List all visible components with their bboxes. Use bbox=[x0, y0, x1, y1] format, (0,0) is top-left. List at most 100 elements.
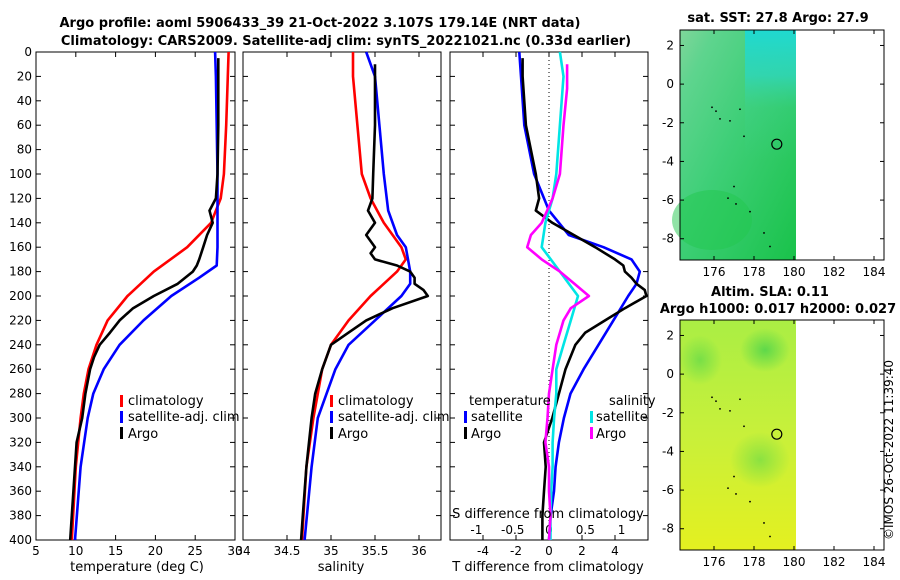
argo-location-marker bbox=[771, 428, 783, 440]
y-tick-label: 280 bbox=[9, 387, 32, 401]
salinity-panel: 34 34.5 35 35.5 36 bbox=[235, 51, 442, 558]
lat-tick-label: -4 bbox=[662, 154, 674, 168]
series-climatology bbox=[70, 51, 230, 541]
legend-label-satellite: satellite-adj. clim bbox=[128, 410, 240, 425]
lat-tick-label: -6 bbox=[662, 483, 674, 497]
y-tick-label: 100 bbox=[9, 167, 32, 181]
legend-label-argo: Argo bbox=[128, 427, 158, 442]
t-diff-xlabel: T difference from climatology bbox=[451, 560, 644, 575]
lat-tick-label: -6 bbox=[662, 193, 674, 207]
lat-tick-label: 2 bbox=[666, 38, 674, 52]
island-speck bbox=[729, 409, 731, 412]
island-speck bbox=[743, 425, 745, 428]
legend-label-s-satellite: satellite bbox=[596, 410, 648, 425]
y-tick-label: 120 bbox=[9, 191, 32, 205]
legend-label-climatology: climatology bbox=[128, 394, 204, 409]
island-speck bbox=[735, 203, 737, 205]
x-tick-label: 35.5 bbox=[362, 544, 389, 558]
y-tick-label: 160 bbox=[9, 240, 32, 254]
x-tick-label: 30 bbox=[227, 544, 242, 558]
island-speck bbox=[763, 522, 765, 524]
credit-stamp: ©IMOS 26-Oct-2022 11:39:40 bbox=[882, 360, 896, 540]
legend-header-temperature: temperature bbox=[469, 394, 551, 409]
x-tick-label: 34 bbox=[235, 544, 250, 558]
y-tick-label: 40 bbox=[17, 94, 32, 108]
sla-map: 176 178 180 182 184 2 0 -2 -4 -6 -8 bbox=[662, 319, 886, 569]
difference-panel: -4 -2 0 2 4-1 -0.5 0 0.5 1 bbox=[449, 51, 649, 558]
legend-swatch-s-satellite bbox=[590, 411, 593, 423]
island-speck bbox=[739, 398, 741, 401]
sst-warm-pool bbox=[745, 30, 796, 160]
series-argo bbox=[68, 58, 220, 541]
y-tick-label: 60 bbox=[17, 118, 32, 132]
lat-tick-label: 0 bbox=[666, 77, 674, 91]
lon-tick-label: 184 bbox=[863, 265, 886, 279]
legend-swatch-satellite bbox=[330, 411, 333, 423]
plot-frame bbox=[35, 51, 236, 541]
series-satellite-adj-clim bbox=[73, 51, 219, 541]
y-tick-label: 220 bbox=[9, 313, 32, 327]
legend-label-t-argo: Argo bbox=[471, 427, 501, 442]
island-speck bbox=[733, 185, 735, 188]
y-tick-label: 180 bbox=[9, 265, 32, 279]
y-tick-label: 340 bbox=[9, 460, 32, 474]
y-tick-label: 240 bbox=[9, 338, 32, 352]
lat-tick-label: -2 bbox=[662, 116, 674, 130]
lon-tick-label: 184 bbox=[863, 555, 886, 569]
island-speck bbox=[727, 487, 729, 490]
legend-swatch-climatology bbox=[120, 395, 123, 407]
legend-swatch-argo bbox=[120, 427, 123, 439]
lon-tick-label: 180 bbox=[783, 555, 806, 569]
x-tick-label: 36 bbox=[411, 544, 426, 558]
lat-tick-label: -8 bbox=[662, 232, 674, 246]
y-tick-label: 140 bbox=[9, 216, 32, 230]
series-t-satellite bbox=[518, 51, 642, 541]
island-speck bbox=[735, 493, 737, 495]
island-speck bbox=[763, 232, 765, 234]
legend-swatch-satellite bbox=[120, 411, 123, 423]
x-tick-label: 4 bbox=[611, 544, 619, 558]
legend-swatch-t-argo bbox=[464, 427, 467, 439]
x-tick-label: 20 bbox=[148, 544, 163, 558]
x-tick-label: -4 bbox=[477, 544, 489, 558]
x-tick-label: 35 bbox=[323, 544, 338, 558]
sla-map-title: Altim. SLA: 0.11 bbox=[711, 285, 829, 300]
x-tick-label: 0 bbox=[545, 544, 553, 558]
legend-swatch-t-satellite bbox=[464, 411, 467, 423]
island-speck bbox=[749, 500, 751, 503]
temperature-panel: 5 10 15 20 25 3002040608010012014016018020022… bbox=[9, 45, 243, 558]
difference-legend: temperature salinity satellite Argo sate… bbox=[464, 394, 656, 442]
s-tick-label: -1 bbox=[470, 523, 482, 537]
lat-tick-label: -8 bbox=[662, 522, 674, 536]
legend-swatch-climatology bbox=[330, 395, 333, 407]
plot-frame bbox=[242, 51, 442, 541]
y-tick-label: 380 bbox=[9, 509, 32, 523]
sst-map-title: sat. SST: 27.8 Argo: 27.9 bbox=[687, 11, 868, 26]
island-speck bbox=[729, 119, 731, 122]
series-climatology bbox=[300, 52, 408, 541]
y-tick-label: 260 bbox=[9, 362, 32, 376]
legend-header-salinity: salinity bbox=[609, 394, 656, 409]
x-tick-label: 10 bbox=[68, 544, 83, 558]
island-speck bbox=[727, 197, 729, 200]
series-argo bbox=[299, 64, 430, 541]
temperature-legend: climatology satellite-adj. clim Argo bbox=[120, 394, 240, 442]
legend-label-satellite: satellite-adj. clim bbox=[338, 410, 450, 425]
legend-label-s-argo: Argo bbox=[596, 427, 626, 442]
s-diff-xlabel: S difference from climatology bbox=[452, 507, 644, 522]
y-tick-label: 400 bbox=[9, 533, 32, 547]
legend-swatch-s-argo bbox=[590, 427, 593, 439]
x-tick-label: 25 bbox=[188, 544, 203, 558]
s-tick-label: -0.5 bbox=[501, 523, 524, 537]
series-satellite-adj-clim bbox=[303, 51, 412, 541]
series-t-argo bbox=[521, 58, 648, 540]
sla-high-patch bbox=[740, 328, 790, 372]
lon-tick-label: 178 bbox=[743, 265, 766, 279]
sst-map: 176 178 180 182 184 2 0 -2 -4 -6 -8 bbox=[662, 29, 886, 279]
s-tick-label: 1 bbox=[618, 523, 626, 537]
argo-location-marker bbox=[771, 138, 783, 150]
series-s-satellite bbox=[540, 51, 580, 540]
island-speck bbox=[719, 118, 721, 120]
title-line1: Argo profile: aoml 5906433_39 21-Oct-202… bbox=[60, 16, 581, 31]
